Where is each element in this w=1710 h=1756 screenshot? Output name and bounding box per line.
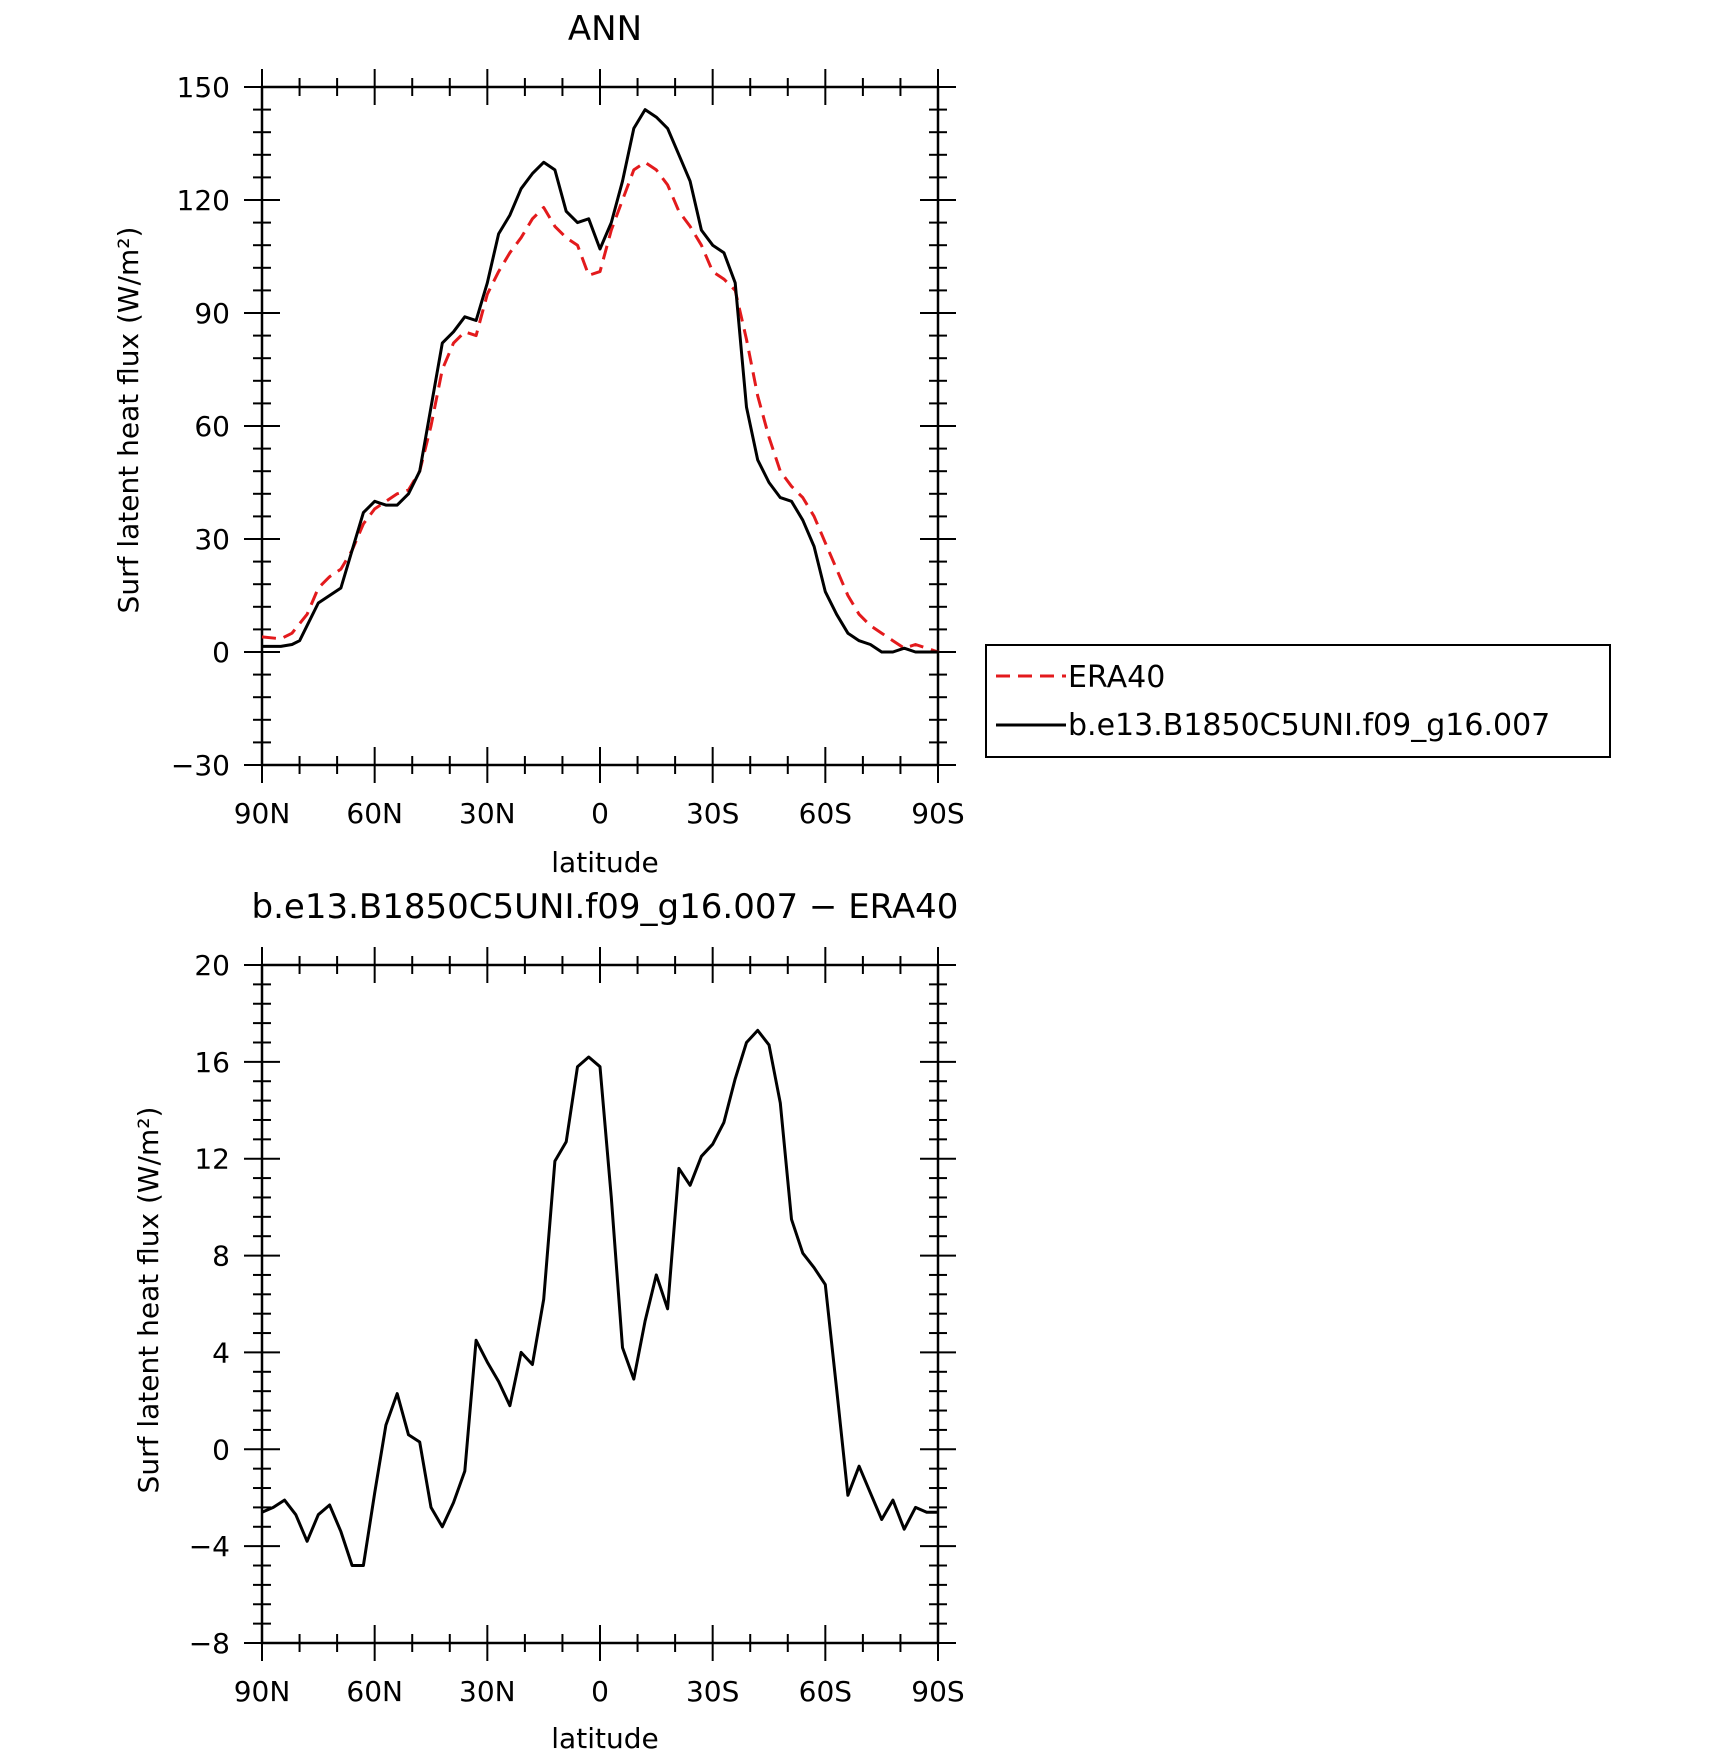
legend-label-era40: ERA40 — [1068, 660, 1165, 695]
y-tick-label: −4 — [189, 1530, 230, 1563]
top-chart-xlabel: latitude — [551, 846, 658, 879]
y-tick-label: 0 — [212, 1433, 230, 1466]
x-tick-label: 30S — [686, 1675, 739, 1708]
bottom-chart-panel: b.e13.B1850C5UNI.f09_g16.007 − ERA40 lat… — [132, 887, 965, 1755]
y-tick-label: 0 — [212, 636, 230, 669]
y-tick-label: 16 — [194, 1046, 230, 1079]
bottom-chart-series — [261, 1028, 938, 1567]
y-tick-label: 4 — [212, 1336, 230, 1369]
top-chart-ylabel: Surf latent heat flux (W/m²) — [112, 227, 145, 614]
x-tick-label: 30N — [459, 1675, 516, 1708]
y-tick-label: 12 — [194, 1143, 230, 1176]
series-line-1-0 — [261, 1028, 938, 1567]
series-line-0-0 — [261, 160, 939, 654]
top-chart-series — [261, 108, 939, 654]
plot-frame — [260, 85, 940, 767]
y-tick-label: 90 — [194, 297, 230, 330]
x-tick-label: 90S — [911, 1675, 964, 1708]
y-tick-label: 60 — [194, 410, 230, 443]
bottom-chart-ylabel: Surf latent heat flux (W/m²) — [132, 1107, 165, 1494]
x-tick-label: 60N — [346, 797, 403, 830]
x-tick-label: 90N — [234, 1675, 291, 1708]
x-tick-label: 60S — [799, 1675, 852, 1708]
legend-box — [985, 644, 1611, 758]
bottom-chart-axes: −8 −4 0 4 8 12 16 20 90N 60N 30N 0 30S 60S 90S — [189, 947, 965, 1708]
legend-label-model: b.e13.B1850C5UNI.f09_g16.007 — [1068, 708, 1550, 743]
x-tick-label: 30S — [686, 797, 739, 830]
top-chart-panel: ANN latitude Surf latent heat flux (W/m²… — [112, 9, 1611, 879]
y-tick-label: −8 — [189, 1627, 230, 1660]
y-tick-label: 8 — [212, 1240, 230, 1273]
y-tick-label: 120 — [177, 184, 230, 217]
top-chart-axes: −30 0 30 60 90 120 150 90N 60N 30N 0 30S 60S 90S — [171, 69, 965, 830]
bottom-chart-xlabel: latitude — [551, 1722, 658, 1755]
x-tick-label: 0 — [591, 797, 609, 830]
y-tick-label: 150 — [177, 71, 230, 104]
x-tick-label: 60S — [799, 797, 852, 830]
x-tick-label: 60N — [346, 1675, 403, 1708]
y-tick-label: −30 — [171, 749, 230, 782]
x-tick-label: 30N — [459, 797, 516, 830]
legend: ERA40 b.e13.B1850C5UNI.f09_g16.007 — [985, 644, 1611, 758]
series-line-0-1 — [262, 108, 938, 654]
top-chart-title: ANN — [568, 9, 642, 49]
x-tick-label: 90S — [911, 797, 964, 830]
y-tick-label: 30 — [194, 523, 230, 556]
bottom-chart-title: b.e13.B1850C5UNI.f09_g16.007 − ERA40 — [252, 887, 959, 927]
y-tick-label: 20 — [194, 949, 230, 982]
x-tick-label: 90N — [234, 797, 291, 830]
x-tick-label: 0 — [591, 1675, 609, 1708]
